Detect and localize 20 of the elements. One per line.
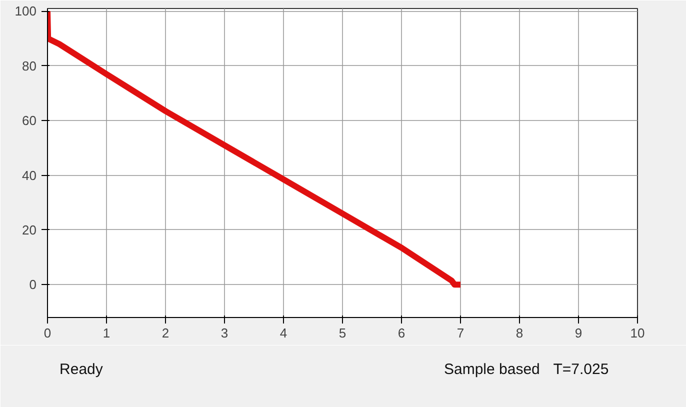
text: T=7.025 [553, 361, 609, 378]
x-tick-label: 10 [630, 326, 645, 340]
x-tick-label: 7 [456, 326, 464, 340]
x-tick-label: 9 [574, 326, 582, 340]
text: Ready [60, 361, 104, 378]
x-tick-label: 6 [398, 326, 406, 340]
x-tick-label: 5 [338, 326, 346, 340]
y-tick-label: 40 [22, 168, 37, 183]
text: Sample based [444, 361, 540, 378]
x-tick-label: 1 [102, 326, 110, 340]
y-tick-label: 80 [22, 58, 37, 74]
y-tick-label: 60 [22, 113, 37, 128]
x-tick-label: 8 [516, 326, 524, 340]
x-tick-label: 0 [44, 326, 52, 340]
y-tick-label: 20 [22, 222, 37, 238]
x-tick-label: 3 [220, 326, 228, 340]
y-tick-label: 100 [14, 4, 37, 19]
x-tick-label: 4 [280, 326, 288, 340]
x-tick-label: 2 [162, 326, 170, 340]
y-tick-label: 0 [29, 277, 37, 292]
